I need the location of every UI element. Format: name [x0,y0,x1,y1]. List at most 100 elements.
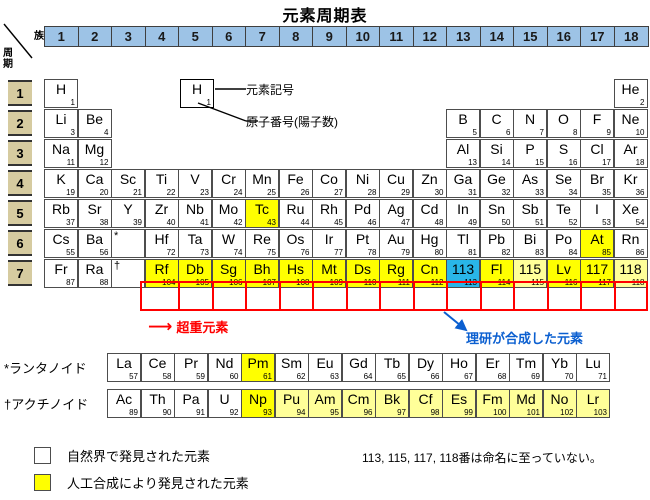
element-cell-82[interactable]: Pb 82 [479,229,514,258]
element-cell-56[interactable]: Ba 56 [77,229,112,258]
lanthanide-cell-59[interactable]: Pr 59 [174,353,208,382]
element-cell-47[interactable]: Ag 47 [379,199,413,228]
element-cell-74[interactable]: W 74 [211,229,246,258]
element-cell-111[interactable]: Rg 111 [379,259,413,288]
element-cell-20[interactable]: Ca 20 [77,169,112,198]
element-cell-80[interactable]: Hg 80 [412,229,447,258]
actinide-cell-96[interactable]: Cm 96 [341,389,376,418]
element-cell-113[interactable]: 113 113 [446,259,480,288]
element-cell-87[interactable]: Fr 87 [44,259,78,288]
element-cell-18[interactable]: Ar 18 [613,139,648,168]
element-cell-114[interactable]: Fl 114 [479,259,514,288]
actinide-cell-97[interactable]: Bk 97 [375,389,409,418]
actinide-cell-101[interactable]: Md 101 [509,389,543,418]
element-cell-3[interactable]: Li 3 [44,109,78,138]
element-cell-88[interactable]: Ra 88 [77,259,112,288]
element-cell-46[interactable]: Pd 46 [345,199,380,228]
element-cell-32[interactable]: Ge 32 [479,169,514,198]
element-cell-12[interactable]: Mg 12 [77,139,112,168]
element-cell-73[interactable]: Ta 73 [178,229,212,258]
element-cell-37[interactable]: Rb 37 [44,199,78,228]
element-cell-28[interactable]: Ni 28 [345,169,380,198]
element-cell-45[interactable]: Rh 45 [312,199,346,228]
element-cell-11[interactable]: Na 11 [44,139,78,168]
element-cell-50[interactable]: Sn 50 [479,199,514,228]
element-cell-108[interactable]: Hs 108 [278,259,313,288]
lanthanide-cell-65[interactable]: Tb 65 [375,353,409,382]
lanthanide-cell-60[interactable]: Nd 60 [207,353,242,382]
element-cell-75[interactable]: Re 75 [245,229,279,258]
element-cell-116[interactable]: Lv 116 [546,259,581,288]
element-cell-2[interactable]: He 2 [613,79,648,108]
element-cell-48[interactable]: Cd 48 [412,199,447,228]
element-cell-13[interactable]: Al 13 [446,139,480,168]
lanthanide-cell-71[interactable]: Lu 71 [576,353,610,382]
element-cell-23[interactable]: V 23 [178,169,212,198]
element-cell-118[interactable]: 118 118 [613,259,648,288]
lanthanide-cell-64[interactable]: Gd 64 [341,353,376,382]
element-cell-106[interactable]: Sg 106 [211,259,246,288]
element-cell-81[interactable]: Tl 81 [446,229,480,258]
element-cell-54[interactable]: Xe 54 [613,199,648,228]
element-cell-51[interactable]: Sb 51 [513,199,547,228]
actinide-cell-93[interactable]: Np 93 [241,389,275,418]
element-cell-72[interactable]: Hf 72 [144,229,179,258]
element-cell-40[interactable]: Zr 40 [144,199,179,228]
element-cell-83[interactable]: Bi 83 [513,229,547,258]
element-cell-85[interactable]: At 85 [580,229,614,258]
element-cell-19[interactable]: K 19 [44,169,78,198]
element-cell-86[interactable]: Rn 86 [613,229,648,258]
element-cell-36[interactable]: Kr 36 [613,169,648,198]
element-cell-107[interactable]: Bh 107 [245,259,279,288]
element-cell-76[interactable]: Os 76 [278,229,313,258]
element-cell-44[interactable]: Ru 44 [278,199,313,228]
element-cell-15[interactable]: P 15 [513,139,547,168]
actinide-cell-94[interactable]: Pu 94 [274,389,309,418]
actinide-cell-99[interactable]: Es 99 [442,389,476,418]
element-cell-29[interactable]: Cu 29 [379,169,413,198]
actinide-cell-92[interactable]: U 92 [207,389,242,418]
lanthanide-cell-61[interactable]: Pm 61 [241,353,275,382]
lanthanide-cell-67[interactable]: Ho 67 [442,353,476,382]
element-cell-26[interactable]: Fe 26 [278,169,313,198]
element-cell-30[interactable]: Zn 30 [412,169,447,198]
lanthanide-cell-70[interactable]: Yb 70 [542,353,577,382]
element-cell-104[interactable]: Rf 104 [144,259,179,288]
element-cell-38[interactable]: Sr 38 [77,199,112,228]
element-cell-21[interactable]: Sc 21 [111,169,145,198]
element-cell-10[interactable]: Ne 10 [613,109,648,138]
element-cell-115[interactable]: 115 115 [513,259,547,288]
element-cell-105[interactable]: Db 105 [178,259,212,288]
element-cell-22[interactable]: Ti 22 [144,169,179,198]
actinide-cell-98[interactable]: Cf 98 [408,389,443,418]
actinide-cell-100[interactable]: Fm 100 [475,389,510,418]
element-cell-117[interactable]: 117 117 [580,259,614,288]
element-cell-4[interactable]: Be 4 [77,109,112,138]
element-cell-35[interactable]: Br 35 [580,169,614,198]
actinide-cell-102[interactable]: No 102 [542,389,577,418]
element-cell-14[interactable]: Si 14 [479,139,514,168]
lanthanide-cell-69[interactable]: Tm 69 [509,353,543,382]
lanthanide-cell-58[interactable]: Ce 58 [140,353,175,382]
element-cell-33[interactable]: As 33 [513,169,547,198]
element-cell-110[interactable]: Ds 110 [345,259,380,288]
element-cell-42[interactable]: Mo 42 [211,199,246,228]
lanthanide-cell-66[interactable]: Dy 66 [408,353,443,382]
element-cell-39[interactable]: Y 39 [111,199,145,228]
element-cell-112[interactable]: Cn 112 [412,259,447,288]
actinide-cell-89[interactable]: Ac 89 [107,389,141,418]
element-cell-34[interactable]: Se 34 [546,169,581,198]
actinide-cell-91[interactable]: Pa 91 [174,389,208,418]
element-cell-27[interactable]: Co 27 [312,169,346,198]
lanthanide-cell-63[interactable]: Eu 63 [308,353,342,382]
element-cell-†[interactable]: † [111,259,145,288]
element-cell-84[interactable]: Po 84 [546,229,581,258]
element-cell-41[interactable]: Nb 41 [178,199,212,228]
element-cell-43[interactable]: Tc 43 [245,199,279,228]
element-cell-16[interactable]: S 16 [546,139,581,168]
